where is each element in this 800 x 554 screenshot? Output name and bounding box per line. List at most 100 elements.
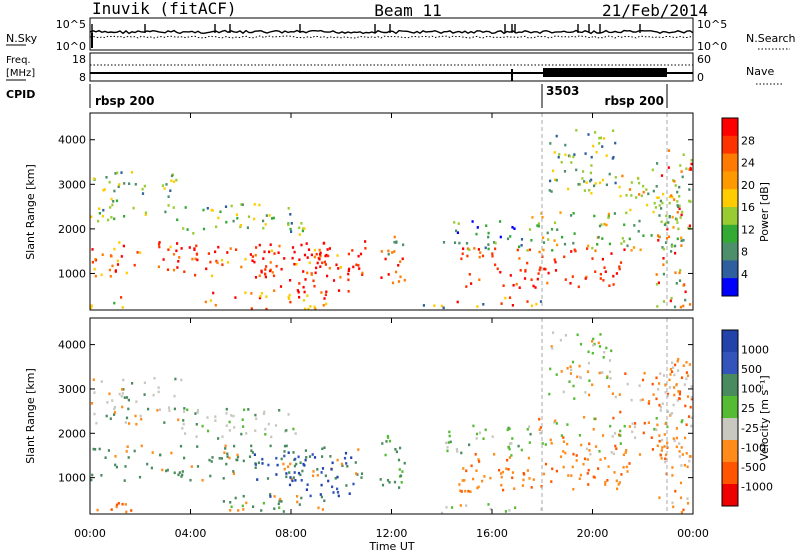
velocity-cell <box>125 416 129 420</box>
velocity-cell <box>598 371 601 375</box>
time-axis: 00:00 04:00 08:00 12:00 16:00 20:00 00:00 <box>74 113 709 540</box>
power-cell <box>134 183 137 186</box>
colorbar-tick-label: 100 <box>741 383 762 396</box>
velocity-cell <box>508 456 511 459</box>
velocity-cell <box>656 444 659 448</box>
velocity-cell <box>274 424 278 427</box>
velocity-cell <box>651 382 654 386</box>
colorbar-tick-label: 20 <box>741 179 755 192</box>
velocity-cell <box>190 465 193 468</box>
power-cell <box>513 227 516 230</box>
power-cell <box>621 174 624 178</box>
power-cell <box>671 244 674 248</box>
power-cell <box>319 255 322 258</box>
power-cell <box>111 264 114 268</box>
power-cell <box>526 249 529 252</box>
velocity-cell <box>658 434 661 437</box>
power-cell <box>591 246 594 250</box>
velocity-cell <box>685 377 688 380</box>
velocity-cell <box>123 479 126 482</box>
velocity-cell <box>669 413 672 416</box>
velocity-cell <box>685 361 688 364</box>
velocity-cell <box>554 419 557 423</box>
power-cell <box>689 303 692 306</box>
power-cell <box>667 221 670 224</box>
power-cell <box>690 162 693 166</box>
power-cell <box>180 247 183 250</box>
power-cell <box>272 216 275 220</box>
power-cell <box>674 184 677 187</box>
power-cell <box>183 270 186 273</box>
power-cell <box>206 207 209 210</box>
velocity-cell <box>93 412 96 416</box>
power-cell <box>98 212 101 215</box>
power-cell <box>172 253 176 256</box>
velocity-cell <box>586 370 590 373</box>
power-cell <box>688 224 691 228</box>
velocity-cell <box>585 447 588 451</box>
velocity-cell <box>658 403 661 407</box>
velocity-cell <box>664 453 668 457</box>
velocity-cell <box>448 430 451 434</box>
velocity-cell <box>624 451 627 454</box>
power-cell <box>660 174 664 177</box>
time-tick-label: 00:00 <box>74 527 106 540</box>
power-cell <box>638 181 641 185</box>
velocity-cell <box>671 501 674 505</box>
velocity-cell <box>126 445 129 448</box>
noise-left-tick-top: 10^5 <box>56 18 86 31</box>
power-cell <box>109 275 112 278</box>
power-cell <box>401 257 404 261</box>
power-cell <box>551 249 554 252</box>
power-cell <box>113 189 116 193</box>
velocity-cell <box>591 340 594 343</box>
power-cell <box>623 248 626 251</box>
power-cell <box>570 161 573 164</box>
velocity-cell <box>316 468 319 471</box>
velocity-cell <box>603 351 606 354</box>
power-cell <box>289 213 292 216</box>
velocity-cell <box>285 429 288 432</box>
cpid-segment-2: 3503 <box>546 84 579 98</box>
power-cell <box>681 175 684 179</box>
velocity-cell <box>544 462 548 466</box>
velocity-cell <box>679 496 683 500</box>
velocity-cell <box>526 428 529 431</box>
velocity-cell <box>317 506 320 510</box>
velocity-cell <box>541 442 544 445</box>
power-cell <box>484 246 487 250</box>
power-cell <box>620 242 623 245</box>
power-cell <box>324 293 327 297</box>
velocity-cell <box>555 469 558 473</box>
power-cell <box>591 257 594 260</box>
velocity-cell <box>344 451 348 455</box>
velocity-cell <box>143 381 146 385</box>
velocity-cell <box>511 437 514 440</box>
velocity-cell <box>288 483 292 487</box>
velocity-cell <box>138 475 142 479</box>
velocity-cell <box>508 427 511 431</box>
velocity-cell <box>463 479 466 482</box>
velocity-cell <box>94 448 97 451</box>
power-cell <box>250 307 253 310</box>
power-cell <box>584 152 587 155</box>
power-cell <box>587 244 590 248</box>
velocity-cell <box>398 468 401 471</box>
power-cell <box>670 296 673 300</box>
velocity-cell <box>255 417 258 420</box>
velocity-cell <box>555 373 558 376</box>
velocity-cell <box>589 452 592 456</box>
power-cell <box>306 294 309 297</box>
power-cell <box>265 295 268 298</box>
power-cell <box>97 219 100 223</box>
power-cell <box>251 255 254 258</box>
power-cell <box>626 244 629 248</box>
velocity-cell <box>122 378 125 382</box>
velocity-cell <box>684 436 687 440</box>
velocity-cell <box>196 465 200 468</box>
velocity-cell <box>195 423 198 426</box>
velocity-cell <box>261 457 264 461</box>
velocity-cell <box>360 472 364 475</box>
power-cell <box>530 304 533 308</box>
